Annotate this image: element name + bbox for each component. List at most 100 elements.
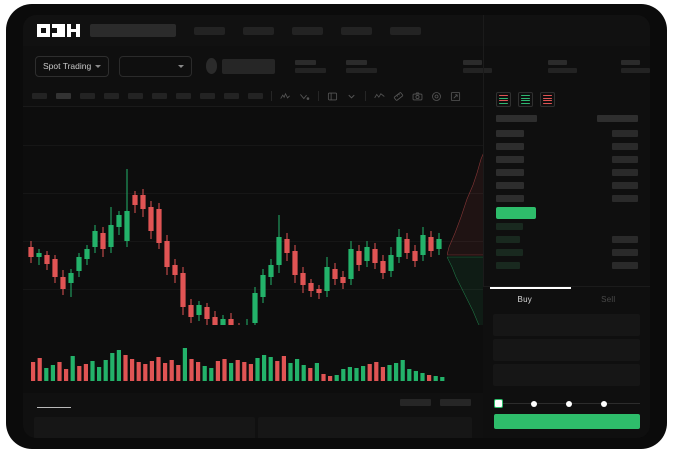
fullscreen-icon[interactable] — [450, 91, 461, 102]
timeframe-2[interactable] — [56, 93, 71, 99]
toolbar-divider — [318, 91, 319, 101]
order-book-row[interactable] — [484, 166, 650, 179]
last-price-spacer — [612, 209, 638, 216]
chart-toolbar — [23, 86, 483, 107]
toolbar-divider — [271, 91, 272, 101]
ask-price — [496, 130, 524, 137]
market-stat-label — [462, 59, 482, 65]
timeframe-5[interactable] — [128, 93, 143, 99]
order-book-row[interactable] — [484, 192, 650, 205]
gridline — [23, 145, 483, 146]
indicator-icon[interactable] — [280, 91, 291, 102]
market-stat-1 — [294, 59, 326, 73]
chevron-down-icon — [177, 64, 184, 68]
spot-trading-select[interactable]: Spot Trading — [35, 55, 110, 77]
search-input[interactable] — [90, 24, 176, 37]
nav-item-4[interactable] — [341, 26, 372, 35]
percent-slider[interactable] — [494, 399, 640, 408]
settings-icon[interactable] — [431, 91, 442, 102]
order-book-row[interactable] — [484, 140, 650, 153]
market-stat-3 — [462, 59, 492, 73]
compare-icon[interactable] — [299, 91, 310, 102]
bid-price — [496, 236, 520, 243]
nav-item-5[interactable] — [390, 26, 421, 35]
last-price-row — [484, 205, 650, 220]
candlestick-chart[interactable] — [23, 107, 483, 325]
slider-stop-50[interactable] — [566, 400, 572, 407]
device-frame: Spot Trading — [6, 4, 667, 449]
top-navigation-bar — [23, 15, 650, 46]
market-subheader: Spot Trading — [23, 46, 650, 86]
order-book-row[interactable] — [484, 127, 650, 140]
app-screen: Spot Trading — [23, 15, 650, 438]
line-chart-icon[interactable] — [374, 91, 385, 102]
tab-sell[interactable]: Sell — [601, 294, 616, 304]
okx-logo[interactable] — [37, 24, 80, 37]
order-book-row[interactable] — [484, 259, 650, 272]
ob-mode-asks-icon[interactable] — [540, 92, 555, 107]
nav-item-1[interactable] — [194, 26, 225, 35]
market-stat-5 — [620, 59, 650, 73]
timeframe-4[interactable] — [104, 93, 119, 99]
ask-amount — [612, 156, 638, 163]
orders-rows — [23, 417, 483, 438]
camera-icon[interactable] — [412, 91, 423, 102]
volume-series — [31, 348, 445, 381]
orders-actions — [400, 398, 483, 406]
chevron-down-icon — [95, 64, 102, 68]
timeframe-7[interactable] — [176, 93, 191, 99]
bid-price — [496, 223, 523, 230]
ask-amount — [612, 182, 638, 189]
market-stat-label — [547, 59, 567, 65]
bid-amount — [612, 223, 638, 230]
timeframe-6[interactable] — [152, 93, 167, 99]
orders-action-2[interactable] — [440, 398, 471, 406]
chevron-down-icon[interactable] — [346, 91, 357, 102]
timeframe-3[interactable] — [80, 93, 95, 99]
order-book-bids — [484, 220, 650, 272]
order-book-asks — [484, 127, 650, 205]
ruler-icon[interactable] — [393, 91, 404, 102]
price-field[interactable] — [493, 314, 640, 336]
trading-pair-select[interactable] — [119, 55, 192, 77]
toolbar-divider — [365, 91, 366, 101]
slider-stop-25[interactable] — [531, 400, 537, 407]
slider-stop-75[interactable] — [601, 400, 607, 407]
bid-price — [496, 249, 523, 256]
slider-handle[interactable] — [494, 399, 503, 408]
active-tab-underline — [490, 287, 571, 289]
orders-action-1[interactable] — [400, 398, 431, 406]
spot-trading-label: Spot Trading — [43, 61, 92, 71]
logo-letter-x — [67, 24, 80, 37]
timeframe-10[interactable] — [248, 93, 263, 99]
ob-mode-both-icon[interactable] — [496, 92, 511, 107]
nav-item-3[interactable] — [292, 26, 323, 35]
order-book-row[interactable] — [484, 153, 650, 166]
timeframe-9[interactable] — [224, 93, 239, 99]
tab-buy[interactable]: Buy — [517, 294, 532, 304]
volume-chart — [23, 325, 483, 393]
timeframe-1[interactable] — [32, 93, 47, 99]
orders-panel — [23, 393, 483, 438]
logo-letter-o — [37, 24, 50, 37]
bid-amount — [612, 262, 638, 269]
order-book-row[interactable] — [484, 220, 650, 233]
order-book-mode-toggles — [484, 86, 650, 113]
total-field[interactable] — [493, 364, 640, 386]
amount-field[interactable] — [493, 339, 640, 361]
buy-submit-button[interactable] — [494, 414, 640, 429]
nav-item-2[interactable] — [243, 26, 274, 35]
market-stat-value — [345, 67, 377, 73]
ask-price — [496, 182, 524, 189]
ob-mode-bids-icon[interactable] — [518, 92, 533, 107]
candlestick-series — [28, 169, 442, 325]
template-icon[interactable] — [327, 91, 338, 102]
ask-price — [496, 156, 524, 163]
order-book-row[interactable] — [484, 179, 650, 192]
timeframe-8[interactable] — [200, 93, 215, 99]
order-book-row[interactable] — [484, 246, 650, 259]
ask-amount — [612, 195, 638, 202]
bid-amount — [612, 236, 638, 243]
gridline — [23, 193, 483, 194]
order-book-row[interactable] — [484, 233, 650, 246]
